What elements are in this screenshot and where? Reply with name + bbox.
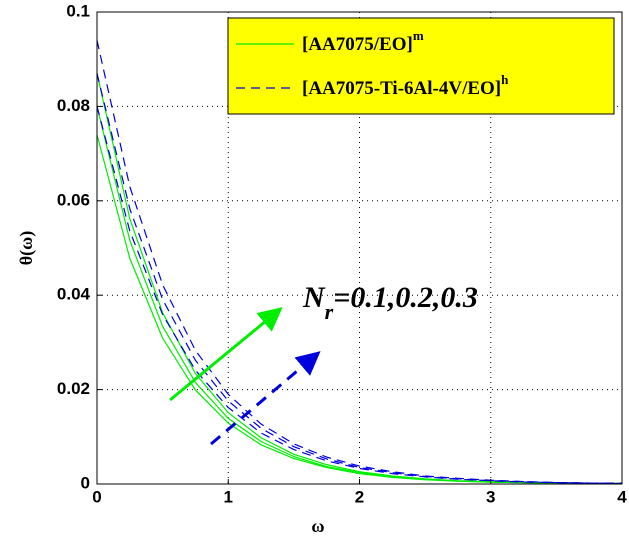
x-tick-label: 0 — [92, 487, 101, 506]
y-axis-label: θ(ω) — [16, 231, 37, 266]
ticks: 0 1 2 3 4 0 0.02 0.04 0.06 0.08 0.1 — [57, 1, 627, 506]
arrow — [169, 307, 283, 402]
y-tick-label: 0.06 — [57, 190, 90, 209]
y-tick-label: 0.08 — [57, 96, 90, 115]
series-line — [96, 106, 623, 485]
legend: [AA7075/EO]m [AA7075-Ti-6Al-4V/EO]h — [227, 17, 615, 115]
lines — [96, 40, 623, 485]
annotation-text: N — [302, 281, 326, 314]
x-tick-label: 1 — [224, 487, 233, 506]
x-tick-label: 4 — [617, 487, 627, 506]
annotation: Nr=0.1,0.2,0.3 — [302, 281, 478, 324]
y-tick-label: 0.04 — [57, 285, 91, 304]
legend-text: [AA7075/EO] — [302, 34, 413, 55]
legend-sup: m — [413, 28, 424, 43]
series-line — [96, 40, 622, 484]
legend-text: [AA7075-Ti-6Al-4V/EO] — [302, 78, 501, 99]
x-tick-label: 3 — [486, 487, 495, 506]
annotation-rest: =0.1,0.2,0.3 — [333, 281, 478, 314]
arrow — [210, 351, 321, 446]
y-tick-label: 0.02 — [57, 379, 90, 398]
x-axis-label: ω — [311, 516, 324, 536]
x-tick-label: 2 — [355, 487, 364, 506]
annotation-sub: r — [325, 299, 334, 324]
y-tick-label: 0 — [81, 473, 90, 492]
legend-box — [227, 17, 615, 115]
legend-sup: h — [501, 72, 509, 87]
y-tick-label: 0.1 — [66, 1, 90, 20]
legend-label: [AA7075-Ti-6Al-4V/EO]h — [302, 72, 509, 99]
series-line — [96, 73, 622, 485]
legend-label: [AA7075/EO]m — [302, 28, 424, 55]
